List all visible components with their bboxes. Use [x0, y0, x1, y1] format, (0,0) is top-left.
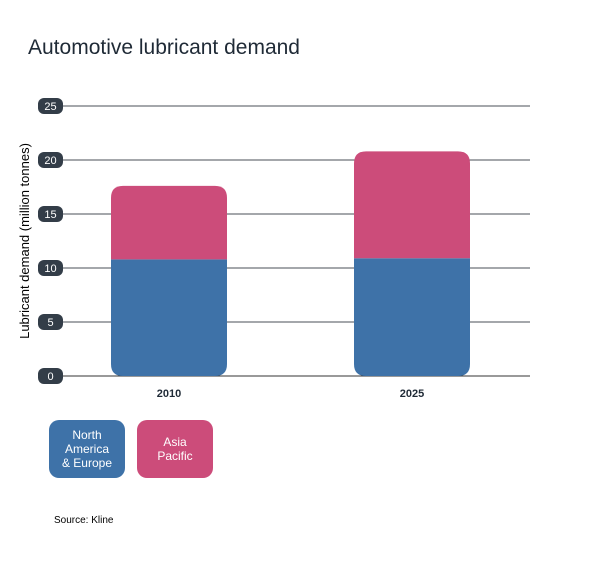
legend-item-asia-pacific: Asia Pacific [137, 420, 213, 478]
y-tick-label: 10 [44, 263, 56, 275]
y-ticks: 0 5 10 15 20 25 [38, 98, 63, 384]
y-tick-label: 25 [44, 101, 56, 113]
chart-title: Automotive lubricant demand [28, 36, 300, 59]
bars [111, 151, 470, 376]
y-tick-pill [38, 260, 63, 276]
y-tick-label: 15 [44, 209, 56, 221]
y-tick-pill [38, 206, 63, 222]
y-tick-pill [38, 98, 63, 114]
y-tick-pill [38, 152, 63, 168]
bar-segment-2010-1 [111, 185, 227, 260]
y-tick-pill [38, 314, 63, 330]
bar-segment-2010-0 [111, 259, 227, 376]
y-tick-label: 5 [47, 317, 53, 329]
y-tick-label: 20 [44, 155, 56, 167]
y-tick-label: 0 [47, 371, 53, 383]
bar-segment-2025-0 [354, 258, 470, 376]
x-tick-labels: 2010 2025 [157, 388, 424, 400]
y-tick-pill [38, 368, 63, 384]
x-tick-label: 2025 [400, 388, 424, 400]
bar-segment-2025-1 [354, 151, 470, 259]
y-axis-label: Lubricant demand (million tonnes) [17, 143, 32, 339]
legend-item-north-america-europe: North America & Europe [49, 420, 125, 478]
x-tick-label: 2010 [157, 388, 181, 400]
source-note: Source: Kline [54, 515, 114, 526]
